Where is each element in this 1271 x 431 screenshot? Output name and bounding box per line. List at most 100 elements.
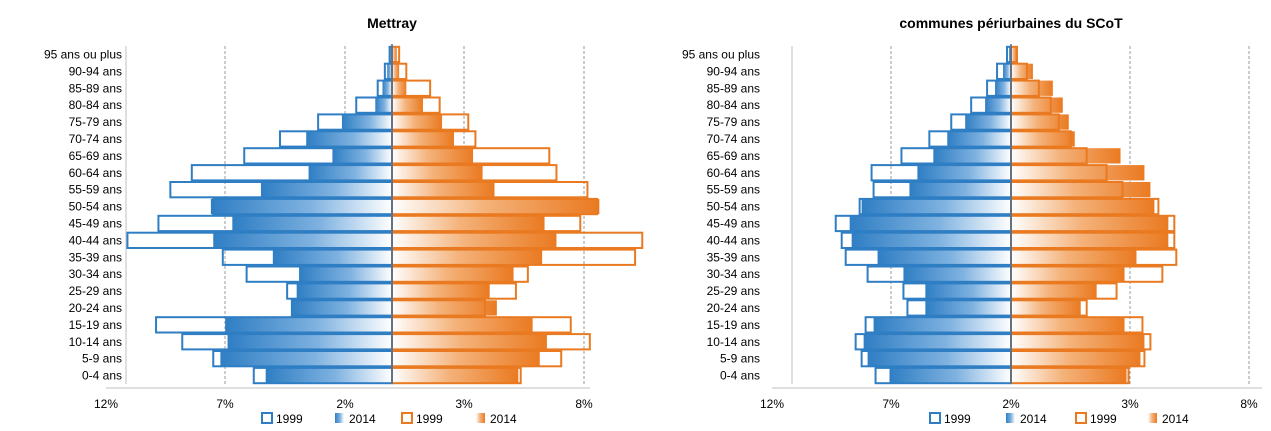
age-group-label: 40-44 ans [69,233,122,247]
chart-title: Mettray [367,15,417,31]
bar-female-2014 [392,165,483,181]
bar-male-2014 [849,215,1011,232]
age-group-label: 40-44 ans [707,233,760,247]
legend-female-2014: 2014 [1148,412,1189,426]
age-group-label: 25-29 ans [69,284,122,298]
bar-female-2014 [392,249,543,265]
age-group-label: 90-94 ans [69,64,122,78]
age-group-label: 5-9 ans [82,352,122,366]
age-group-label: 50-54 ans [69,200,122,214]
bar-male-2014 [213,232,392,248]
bar-female-2014 [1011,351,1141,367]
bar-female-2014 [392,232,557,248]
bar-male-2014 [925,283,1011,299]
bar-female-2014 [1011,97,1063,113]
chart-title: communes périurbaines du SCoT [899,15,1123,31]
age-group-label: 15-19 ans [69,318,122,332]
bar-female-2014 [392,63,400,79]
bar-male-2014 [917,165,1011,181]
legend-swatch [476,413,485,423]
bar-female-2014 [392,334,547,350]
bar-female-2014 [1011,367,1127,384]
legend-label: 1999 [944,412,971,426]
bar-male-2014 [995,80,1011,96]
legend-label: 1999 [1090,412,1117,426]
age-group-label: 65-69 ans [69,149,122,163]
bar-male-2014 [867,351,1011,367]
bar-female-2014 [392,148,474,164]
legend-label: 2014 [1162,412,1189,426]
age-group-label: 60-64 ans [707,166,760,180]
x-tick-label: 2% [1002,397,1020,411]
bar-female-2014 [392,46,397,63]
legend-label: 2014 [490,412,517,426]
bar-female-2014 [392,283,490,299]
bar-female-2014 [1011,148,1121,164]
legend-male-2014: 2014 [335,412,376,426]
x-tick-label: 12% [94,397,118,411]
bar-female-2014 [392,131,454,147]
bar-male-2014 [375,97,392,113]
bar-female-2014 [392,97,423,113]
bar-male-2014 [909,182,1011,198]
bar-female-2014 [392,367,519,384]
chart-mettray: Mettray 0-4 ans 5-9 ans 10-14 ans 15-19 ans 2… [44,15,644,426]
bar-male-2014 [877,249,1011,265]
legend-male-2014: 2014 [1006,412,1047,426]
bar-female-2014 [1011,165,1145,181]
bar-female-2014 [1011,215,1169,232]
legend-swatch [335,413,344,423]
legend-label: 2014 [349,412,376,426]
legend-label: 1999 [416,412,443,426]
bar-female-2014 [1011,46,1017,63]
bar-female-2014 [1011,334,1145,350]
legend-swatch [1075,412,1087,424]
x-tick-label: 3% [455,397,473,411]
bar-male-2014 [260,182,392,198]
age-group-label: 30-34 ans [69,267,122,281]
legend-male-1999: 1999 [929,412,971,426]
x-tick-label: 7% [216,397,234,411]
bar-female-2014 [1011,266,1125,282]
age-group-label: 20-24 ans [707,301,760,315]
bar-male-2014 [965,114,1011,130]
bar-female-2014 [1011,80,1053,96]
age-group-label: 80-84 ans [707,98,760,112]
bar-female-2014 [392,114,443,130]
bar-female-2014 [392,215,545,232]
age-group-label: 70-74 ans [69,132,122,146]
bar-male-2014 [299,266,392,282]
bar-female-2014 [1011,317,1125,333]
x-tick-label: 12% [760,397,784,411]
bar-male-2014 [306,131,392,147]
bar-male-2014 [220,351,392,367]
legend-swatch [1148,413,1157,423]
age-group-label: 10-14 ans [707,335,760,349]
bar-male-2014 [296,283,392,299]
age-group-label: 0-4 ans [82,369,122,383]
age-group-label: 20-24 ans [69,301,122,315]
bar-male-2014 [861,198,1011,215]
age-group-label: 75-79 ans [69,115,122,129]
legend-label: 2014 [1020,412,1047,426]
legend-swatch [1006,413,1015,423]
bar-male-2014 [985,97,1011,113]
age-group-label: 35-39 ans [69,250,122,264]
age-group-label: 15-19 ans [707,318,760,332]
x-tick-label: 7% [882,397,900,411]
bar-male-2014 [903,266,1011,282]
legend-swatch [261,412,273,424]
bar-female-2014 [392,182,495,198]
legend-swatch [929,412,941,424]
bar-female-2014 [392,80,407,96]
age-group-label: 95 ans ou plus [44,47,122,61]
age-group-label: 55-59 ans [707,183,760,197]
bar-female-2014 [1011,182,1151,198]
x-tick-label: 2% [336,397,354,411]
age-group-label: 50-54 ans [707,200,760,214]
x-tick-label: 8% [1240,397,1258,411]
bar-male-2014 [232,215,392,232]
age-group-label: 70-74 ans [707,132,760,146]
age-group-label: 80-84 ans [69,98,122,112]
bar-female-2014 [1011,131,1075,147]
